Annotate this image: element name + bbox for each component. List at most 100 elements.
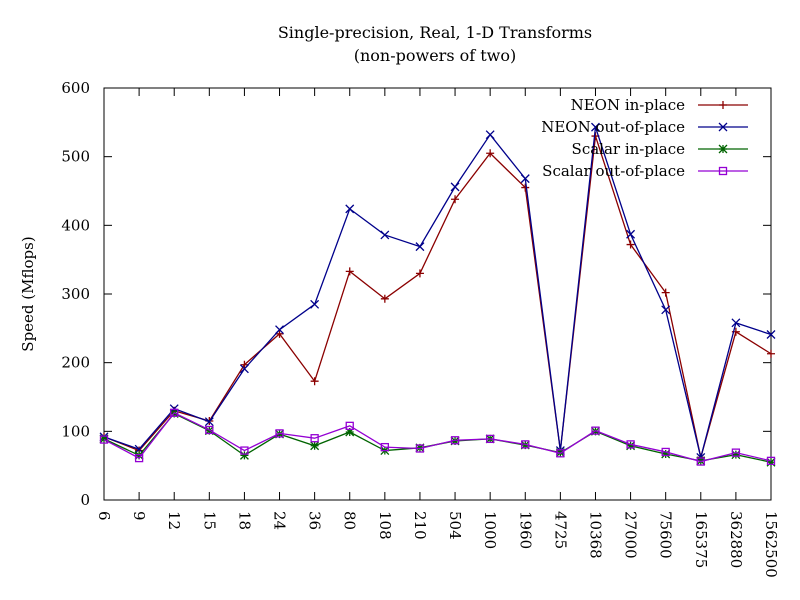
cross-marker bbox=[310, 299, 320, 309]
plus-marker bbox=[451, 195, 460, 204]
cross-marker bbox=[591, 122, 600, 132]
x-tick-label: 80 bbox=[341, 511, 359, 530]
star-marker bbox=[415, 443, 425, 453]
series-line bbox=[103, 135, 772, 458]
cross-marker bbox=[661, 305, 671, 315]
square-marker bbox=[205, 425, 214, 435]
x-tick-label: 9 bbox=[130, 511, 148, 521]
square-marker bbox=[661, 447, 670, 457]
legend-label: Scalar out-of-place bbox=[542, 162, 685, 180]
square-marker bbox=[345, 421, 354, 430]
y-tick-label: 200 bbox=[61, 354, 90, 372]
cross-marker bbox=[766, 330, 776, 339]
x-tick-label: 1960 bbox=[516, 511, 534, 549]
cross-marker bbox=[275, 325, 284, 335]
y-tick-label: 100 bbox=[61, 422, 90, 440]
square-marker bbox=[731, 448, 741, 457]
cross-marker bbox=[450, 182, 460, 192]
y-axis-label: Speed (Mflops) bbox=[19, 236, 37, 351]
star-marker bbox=[310, 441, 320, 451]
x-tick-label: 504 bbox=[446, 511, 464, 540]
legend-label: NEON in-place bbox=[571, 96, 686, 114]
square-marker bbox=[99, 435, 109, 444]
x-tick-label: 10368 bbox=[586, 511, 604, 559]
cross-marker bbox=[718, 122, 728, 132]
square-marker bbox=[134, 453, 144, 463]
cross-marker bbox=[345, 204, 355, 214]
chart-subtitle: (non-powers of two) bbox=[354, 46, 517, 65]
x-tick-label: 6 bbox=[95, 511, 113, 521]
cross-marker bbox=[239, 364, 249, 374]
plus-marker bbox=[719, 101, 727, 109]
square-marker bbox=[240, 446, 249, 455]
legend-label: Scalar in-place bbox=[572, 140, 686, 158]
x-tick-label: 1000 bbox=[481, 511, 499, 549]
cross-marker bbox=[485, 130, 495, 140]
plus-marker bbox=[415, 269, 424, 278]
square-marker bbox=[521, 440, 530, 449]
x-tick-label: 24 bbox=[271, 511, 289, 530]
star-marker bbox=[731, 450, 741, 460]
x-tick-label: 18 bbox=[235, 511, 253, 530]
star-marker bbox=[99, 434, 109, 444]
plus-marker bbox=[626, 240, 635, 249]
square-marker bbox=[696, 457, 705, 466]
plus-marker bbox=[661, 288, 670, 297]
star-marker bbox=[718, 144, 728, 154]
y-tick-label: 400 bbox=[61, 216, 90, 234]
x-tick-label: 1562500 bbox=[762, 511, 780, 578]
legend-label: NEON out-of-place bbox=[541, 118, 685, 136]
plus-marker bbox=[345, 267, 354, 276]
plus-marker bbox=[767, 349, 775, 358]
star-marker bbox=[134, 450, 144, 460]
series-line bbox=[103, 126, 772, 458]
square-marker bbox=[556, 449, 565, 458]
y-tick-label: 0 bbox=[80, 491, 90, 509]
x-tick-label: 27000 bbox=[622, 511, 640, 559]
chart-title: Single-precision, Real, 1-D Transforms bbox=[278, 23, 592, 42]
x-tick-label: 15 bbox=[200, 511, 218, 530]
cross-marker bbox=[626, 229, 636, 239]
star-marker bbox=[345, 427, 355, 437]
square-marker bbox=[591, 426, 600, 435]
star-marker bbox=[239, 450, 249, 460]
star-marker bbox=[450, 436, 460, 446]
x-tick-label: 12 bbox=[165, 511, 183, 530]
plus-marker bbox=[521, 183, 530, 192]
cross-marker bbox=[204, 417, 214, 427]
series-line bbox=[103, 411, 772, 463]
square-marker bbox=[275, 429, 284, 438]
square-marker bbox=[380, 442, 389, 452]
plus-marker bbox=[310, 377, 319, 386]
x-tick-label: 108 bbox=[376, 511, 394, 540]
cross-marker bbox=[520, 174, 530, 184]
plus-marker bbox=[275, 329, 284, 338]
star-marker bbox=[661, 449, 671, 459]
star-marker bbox=[520, 440, 530, 450]
x-tick-label: 362880 bbox=[727, 511, 745, 568]
plus-marker bbox=[380, 294, 389, 303]
square-marker bbox=[486, 434, 495, 444]
square-marker bbox=[450, 436, 460, 445]
plus-marker bbox=[486, 149, 495, 158]
star-marker bbox=[766, 457, 776, 467]
square-marker bbox=[170, 408, 179, 417]
cross-marker bbox=[380, 230, 390, 240]
square-marker bbox=[310, 434, 319, 443]
y-tick-label: 500 bbox=[61, 148, 90, 166]
cross-marker bbox=[415, 242, 425, 252]
x-tick-label: 75600 bbox=[657, 511, 675, 559]
square-marker bbox=[415, 444, 425, 453]
square-marker bbox=[766, 456, 776, 466]
x-tick-label: 165375 bbox=[692, 511, 710, 568]
square-marker bbox=[718, 166, 728, 176]
y-tick-label: 600 bbox=[61, 79, 90, 97]
star-marker bbox=[696, 456, 706, 466]
x-tick-label: 36 bbox=[306, 511, 324, 530]
x-tick-label: 4725 bbox=[551, 511, 569, 549]
square-marker bbox=[626, 440, 635, 449]
star-marker bbox=[626, 441, 636, 451]
series-line bbox=[103, 412, 772, 463]
x-tick-label: 210 bbox=[411, 511, 429, 540]
